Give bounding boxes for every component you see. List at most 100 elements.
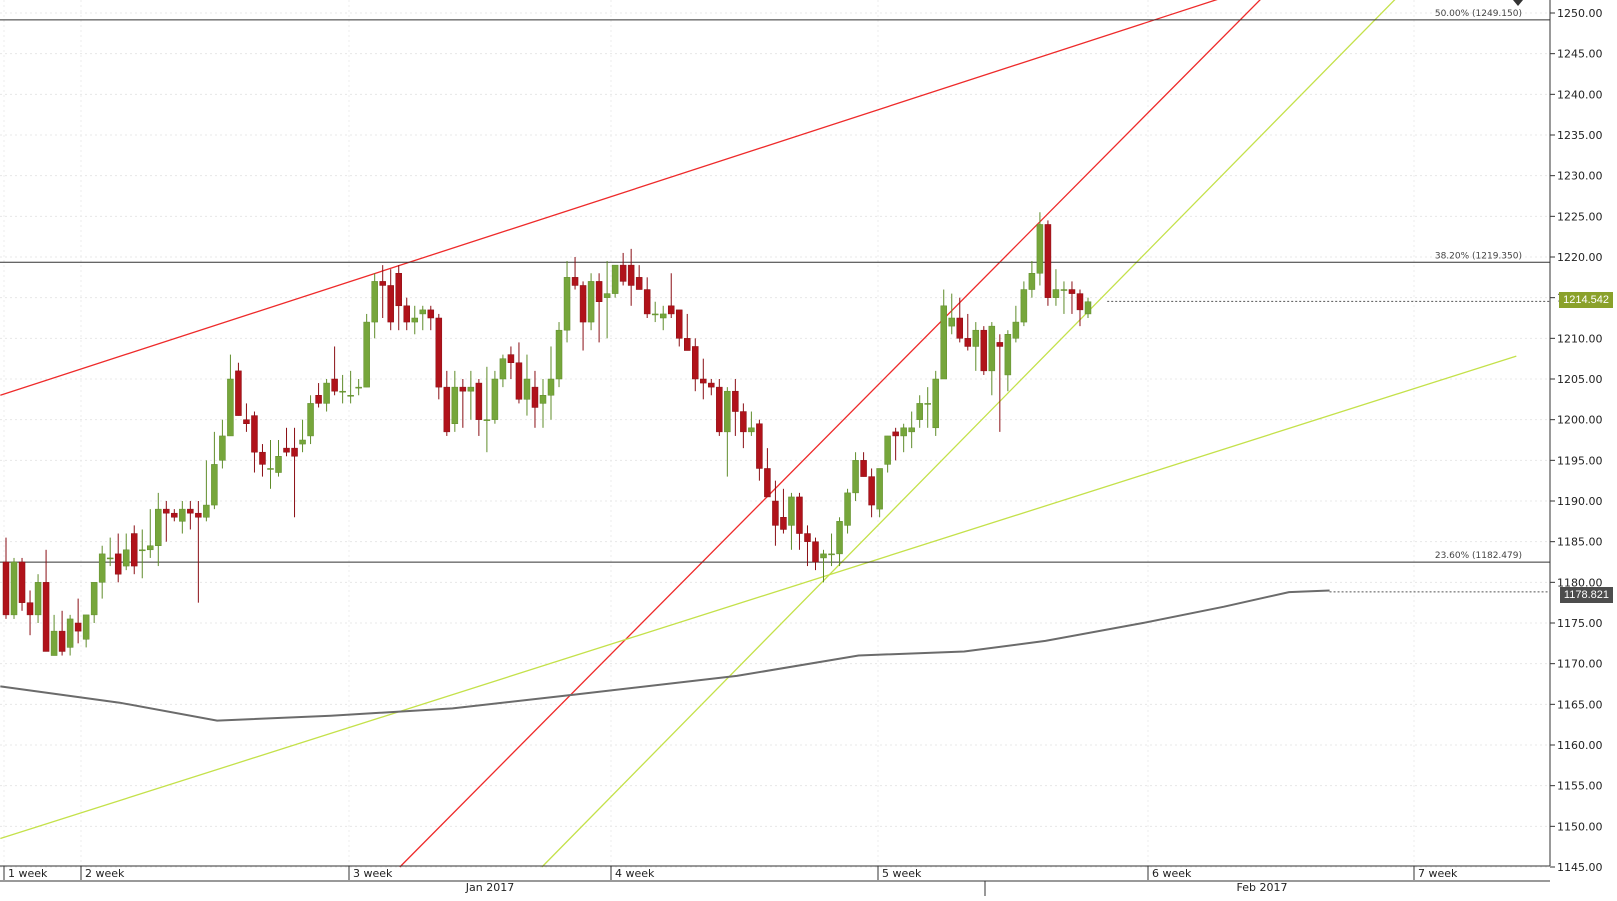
candle [66,614,74,656]
candle-body [130,533,138,567]
candle [219,419,226,469]
month-label: Jan 2017 [465,881,514,894]
candle-body [716,386,723,433]
candle-body [868,476,875,506]
candle [10,557,18,619]
candle [700,358,707,400]
candle [315,383,322,408]
candle-body [227,378,234,437]
y-tick-label: 1150.00 [1557,820,1603,833]
fibonacci-levels: 50.00% (1249.150) 38.20% (1219.350) 23.60%… [0,9,1550,563]
candle-body [283,447,290,453]
y-tick-label: 1155.00 [1557,780,1603,793]
candle [924,387,931,428]
candle [740,403,747,449]
candle [531,370,539,428]
candle [940,289,947,380]
candle-body [860,460,867,477]
candle-body [483,419,491,421]
candle-body [435,317,443,388]
candle-body [651,313,659,316]
candle [491,370,499,424]
candle-body [732,390,739,412]
candle [42,549,50,652]
candle [932,370,939,436]
candle [34,574,42,623]
candle [692,338,699,392]
candle [459,379,467,428]
candle [1020,281,1028,327]
candle-body [587,281,595,323]
candle-body [395,273,402,307]
fib-level-label: 50.00% (1249.150) [1435,9,1522,19]
y-tick-label: 1195.00 [1557,454,1603,467]
candle [684,313,691,351]
candle-body [547,378,555,396]
candle-body [828,553,835,556]
candle [195,501,202,603]
candle [203,460,210,522]
candle-body [475,382,483,420]
candle-body [1084,301,1092,315]
candle-body [619,264,627,282]
candle-body [523,378,531,400]
candle-body [916,403,923,420]
candle [659,305,667,331]
candle [571,257,579,290]
candle-body [331,378,338,392]
candle [1028,261,1036,298]
candle-body [219,435,226,461]
candle-body [571,277,579,286]
candle [187,501,194,530]
candle-body [459,386,467,392]
candle-body [684,338,691,351]
candle [675,309,683,347]
moving-average [0,589,1550,722]
candle-body [1012,321,1020,339]
candle-body [908,427,915,433]
candle-body [275,456,282,473]
candle-body [443,386,451,433]
candle [499,354,507,388]
candle-body [58,630,66,652]
candle [908,411,915,449]
candle [259,444,266,477]
candle-body [884,435,891,465]
candle-body [788,496,795,526]
candle [1036,212,1044,286]
candle [539,379,547,428]
candle-body [98,553,106,583]
y-tick-label: 1180.00 [1557,576,1603,589]
candle-body [740,411,747,433]
candle-body [66,618,74,648]
candle [884,435,891,473]
candle [171,509,178,522]
candle-body [122,549,130,567]
candle [732,379,739,436]
candle-body [659,313,667,319]
candle-body [1052,289,1060,298]
candle-body [2,561,10,616]
candle [331,346,338,396]
candle [179,501,186,534]
candle [155,492,162,567]
candle [708,379,715,396]
candle [371,273,378,339]
candle-body [179,508,186,522]
candle [964,313,972,351]
candle-body [139,549,146,552]
candle [1076,289,1084,327]
candle [275,440,282,477]
y-tick-label: 1205.00 [1557,373,1603,386]
candle [339,374,346,404]
grid-lines [0,0,1550,868]
candle [283,427,290,457]
candlesticks [2,212,1092,656]
candle-body [363,321,370,388]
candle [980,326,988,375]
candle-body [804,533,811,542]
candle [411,305,419,335]
candle [387,269,394,331]
candle [603,261,611,339]
